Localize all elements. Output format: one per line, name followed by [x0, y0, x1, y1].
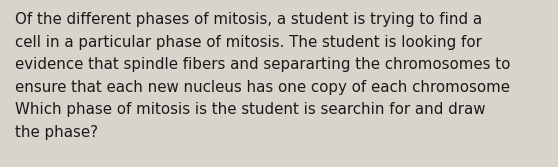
Text: the phase?: the phase?: [15, 125, 98, 139]
Text: Which phase of mitosis is the student is searchin for and draw: Which phase of mitosis is the student is…: [15, 102, 485, 117]
Text: ensure that each new nucleus has one copy of each chromosome: ensure that each new nucleus has one cop…: [15, 79, 510, 95]
Text: evidence that spindle fibers and separarting the chromosomes to: evidence that spindle fibers and separar…: [15, 57, 511, 72]
Text: cell in a particular phase of mitosis. The student is looking for: cell in a particular phase of mitosis. T…: [15, 35, 482, 49]
Text: Of the different phases of mitosis, a student is trying to find a: Of the different phases of mitosis, a st…: [15, 12, 482, 27]
